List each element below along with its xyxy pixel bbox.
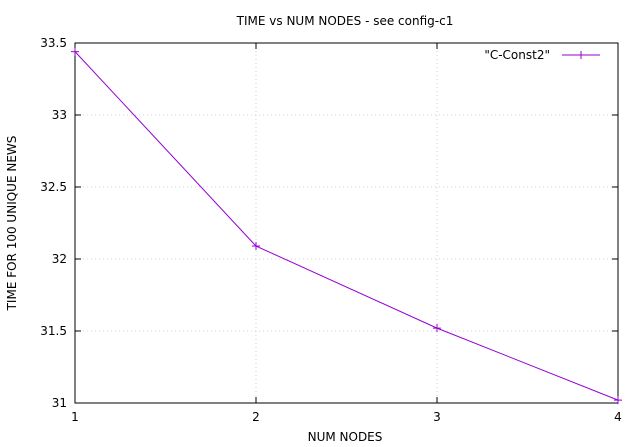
series-layer — [71, 47, 622, 405]
x-tick-labels: 1 2 3 4 — [71, 410, 622, 424]
grid-lines — [75, 43, 618, 403]
x-axis-label: NUM NODES — [308, 430, 383, 444]
legend: "C-Const2" — [484, 48, 600, 62]
data-point — [433, 324, 441, 333]
y-tick-label: 32 — [52, 252, 67, 266]
axis-ticks — [74, 42, 619, 404]
x-tick-label: 3 — [433, 410, 441, 424]
y-tick-label: 31 — [52, 396, 67, 410]
y-axis-label: TIME FOR 100 UNIQUE NEWS — [5, 136, 19, 312]
y-tick-label: 33 — [52, 108, 67, 122]
y-tick-label: 31.5 — [40, 324, 67, 338]
y-tick-labels: 31 31.5 32 32.5 33 33.5 — [40, 36, 67, 410]
y-tick-label: 32.5 — [40, 180, 67, 194]
legend-label: "C-Const2" — [484, 48, 550, 62]
data-point — [614, 396, 622, 405]
x-tick-label: 2 — [252, 410, 260, 424]
chart-title: TIME vs NUM NODES - see config-c1 — [236, 14, 454, 28]
plot-frame — [74, 42, 619, 404]
series-line — [74, 51, 619, 401]
y-tick-label: 33.5 — [40, 36, 67, 50]
legend-marker — [577, 51, 585, 59]
legend-plus-marker — [577, 51, 585, 59]
x-tick-label: 1 — [71, 410, 79, 424]
data-point — [252, 242, 260, 251]
x-tick-label: 4 — [614, 410, 622, 424]
data-point — [71, 47, 79, 56]
